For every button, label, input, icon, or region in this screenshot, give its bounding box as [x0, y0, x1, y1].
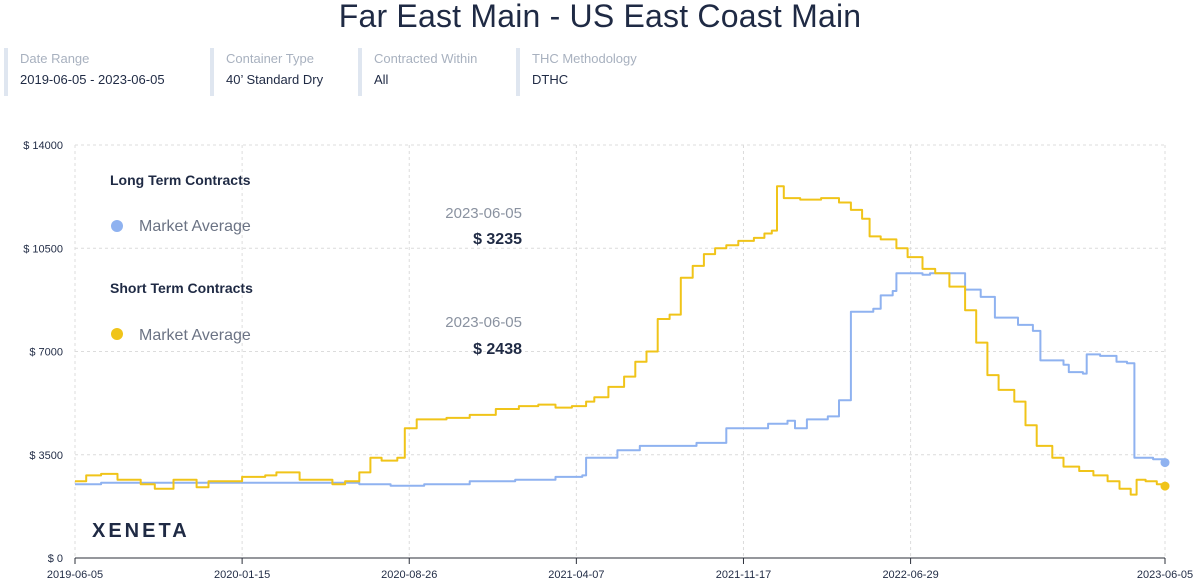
x-tick-label: 2019-06-05	[47, 569, 103, 581]
y-tick-label: $ 3500	[29, 450, 63, 462]
x-tick-label: 2021-11-17	[716, 569, 771, 581]
filter-value: All	[374, 72, 389, 87]
filter-bar: Date Range 2019-06-05 - 2023-06-05 Conta…	[4, 48, 682, 96]
filter-contracted-within[interactable]: Contracted Within All	[358, 48, 496, 96]
y-tick-label: $ 0	[48, 553, 63, 565]
filter-label: THC Methodology	[532, 51, 637, 66]
x-tick-label: 2021-04-07	[548, 569, 604, 581]
legend-long-value: $ 3235	[473, 231, 522, 248]
filter-label: Container Type	[226, 51, 314, 66]
x-tick-label: 2023-06-05	[1137, 569, 1193, 581]
filter-label: Date Range	[20, 51, 90, 66]
filter-date-range[interactable]: Date Range 2019-06-05 - 2023-06-05	[4, 48, 190, 96]
legend-long-item[interactable]: Market Average	[139, 218, 251, 235]
legend-long-marker	[111, 220, 123, 232]
filter-value: 40’ Standard Dry	[226, 72, 324, 87]
long-term-series-line	[75, 272, 1166, 487]
x-tick-label: 2020-08-26	[381, 569, 437, 581]
filter-container-type[interactable]: Container Type 40’ Standard Dry	[210, 48, 338, 96]
x-tick-label: 2020-01-15	[214, 569, 270, 581]
legend-short-date: 2023-06-05	[445, 314, 522, 331]
filter-thc-methodology[interactable]: THC Methodology DTHC	[516, 48, 662, 96]
chart-grid	[74, 144, 1166, 564]
y-tick-label: $ 10500	[23, 243, 63, 255]
long-term-endpoint	[1160, 458, 1170, 468]
filter-value: DTHC	[532, 72, 569, 87]
legend-long-title: Long Term Contracts	[110, 172, 251, 188]
xeneta-logo: XENETA	[92, 520, 190, 542]
y-axis-ticks: $ 0 $ 3500 $ 7000 $ 10500 $ 14000	[23, 140, 63, 565]
short-term-series-line	[75, 185, 1166, 496]
legend-short-item[interactable]: Market Average	[139, 327, 251, 344]
series-lines	[75, 185, 1170, 496]
legend-short-value: $ 2438	[473, 341, 522, 358]
y-tick-label: $ 14000	[23, 140, 63, 152]
legend-short-marker	[111, 328, 123, 340]
y-tick-label: $ 7000	[29, 347, 63, 359]
x-axis-ticks: 2019-06-05 2020-01-15 2020-08-26 2021-04-07…	[47, 569, 1193, 581]
filter-value: 2019-06-05 - 2023-06-05	[20, 72, 165, 87]
x-tick-label: 2022-06-29	[882, 569, 938, 581]
chart-title: Far East Main - US East Coast Main	[338, 0, 862, 34]
short-term-endpoint	[1160, 481, 1170, 491]
legend-long-date: 2023-06-05	[445, 205, 522, 222]
legend-short-title: Short Term Contracts	[110, 280, 253, 296]
filter-label: Contracted Within	[374, 51, 478, 66]
